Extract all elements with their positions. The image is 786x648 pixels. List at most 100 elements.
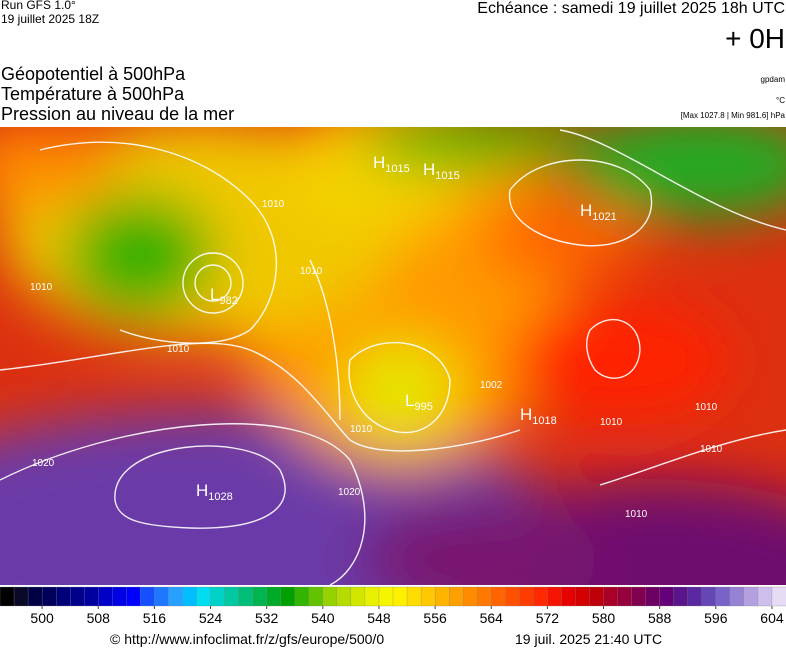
colorbar-tick-label: 516 [143,610,167,626]
unit-label: °C [776,96,785,105]
colorbar-swatch [294,586,310,607]
colorbar-swatch [715,586,731,607]
center-type: L [210,285,219,304]
colorbar-swatch [350,586,366,607]
center-value: 982 [219,295,237,307]
colorbar-swatch [519,586,534,607]
pressure-center: L995 [405,391,433,413]
colorbar-tick-label: 564 [480,610,504,626]
center-type: H [580,201,592,220]
colorbar-swatch [406,586,422,607]
pressure-center: H1028 [196,481,233,503]
colorbar-tick-label: 572 [536,610,560,626]
run-label: Run GFS 1.0° [1,0,76,12]
colorbar-swatch [27,586,43,607]
center-type: H [196,481,208,500]
colorbar-swatch [41,586,57,607]
colorbar-tick-label: 604 [760,610,784,626]
colorbar-swatch [266,586,282,607]
colorbar-swatch [252,586,268,607]
colorbar-swatch [238,586,254,607]
colorbar-swatch [757,586,773,607]
colorbar-swatch [477,586,492,607]
colorbar-tick-label: 556 [423,610,447,626]
colorbar: 500 508 516 524 532 540 548 556 564 572 580 588 596 6… [0,586,786,626]
colorbar-swatch [434,586,450,607]
center-type: H [373,153,385,172]
colorbar-tick-label: 580 [592,610,616,626]
pressure-center: H1021 [580,201,617,223]
colorbar-swatch [280,586,296,607]
colorbar-tick-label: 532 [255,610,279,626]
colorbar-swatch [378,586,394,607]
colorbar-swatch [182,586,197,607]
colorbar-swatch [617,586,633,607]
center-value: 1021 [592,211,616,223]
colorbar-swatch [308,586,324,607]
colorbar-swatch [547,586,562,607]
center-value: 1015 [385,163,409,175]
isobar-label: 1010 [262,199,285,210]
colorbar-swatch [603,586,619,607]
map [0,127,786,585]
isobar-label: 1010 [300,266,323,277]
colorbar-swatch [140,586,155,607]
colorbar-swatch [743,586,759,607]
colorbar-swatch [505,586,520,607]
source-link: © http://www.infoclimat.fr/z/gfs/europe/… [110,631,384,647]
unit-label: [Max 1027.8 | Min 981.6] hPa [681,111,786,120]
colorbar-swatch [210,586,226,607]
colorbar-swatch [112,586,127,607]
colorbar-swatch [55,586,71,607]
colorbar-swatch [0,586,15,607]
colorbar-swatch [13,586,29,607]
isobars [0,129,786,585]
pressure-center: H1015 [423,160,460,182]
colorbar-tick-label: 500 [30,610,54,626]
generated-time: 19 juil. 2025 21:40 UTC [515,631,662,647]
center-value: 1018 [532,415,556,427]
pressure-center: H1018 [520,405,557,427]
isobar-labels: 1010 1010 1010 1010 1020 1020 1010 1002 1010 1010… [30,199,723,520]
isobar-label: 1002 [480,380,503,391]
colorbar-swatch [533,586,548,607]
center-type: H [520,405,532,424]
colorbar-tick-label: 508 [87,610,111,626]
center-value: 995 [414,401,432,413]
center-type: H [423,160,435,179]
colorbar-swatch [154,586,169,607]
colorbar-swatch [364,586,380,607]
colorbar-swatch [561,586,576,607]
isobar-label: 1010 [625,509,648,520]
valid-time: Echéance : samedi 19 juillet 2025 18h UT… [477,0,785,17]
lead-time: + 0H [725,23,785,54]
colorbar-swatch [420,586,436,607]
colorbar-swatch [84,586,99,607]
colorbar-swatch [322,586,338,607]
unit-label: gpdam [761,75,786,84]
colorbar-tick-label: 540 [311,610,335,626]
colorbar-swatch [168,586,183,607]
colorbar-tick-label: 548 [367,610,391,626]
field-label: Pression au niveau de la mer [1,104,234,124]
colorbar-swatch [448,586,464,607]
pressure-center: L982 [210,285,238,307]
isobar-label: 1010 [167,344,190,355]
colorbar-swatch [98,586,113,607]
colorbar-swatch [392,586,408,607]
field-label: Géopotentiel à 500hPa [1,64,186,84]
isobar-label: 1020 [338,487,361,498]
center-value: 1028 [208,491,232,503]
colorbar-swatch [491,586,506,607]
colorbar-swatch [224,586,240,607]
colorbar-tick-label: 524 [199,610,223,626]
pressure-center: H1015 [373,153,410,175]
colorbar-swatch [771,586,786,607]
field-label: Température à 500hPa [1,84,185,104]
isobar-label: 1010 [30,282,53,293]
colorbar-swatch [463,586,478,607]
isobar-label: 1020 [32,458,55,469]
